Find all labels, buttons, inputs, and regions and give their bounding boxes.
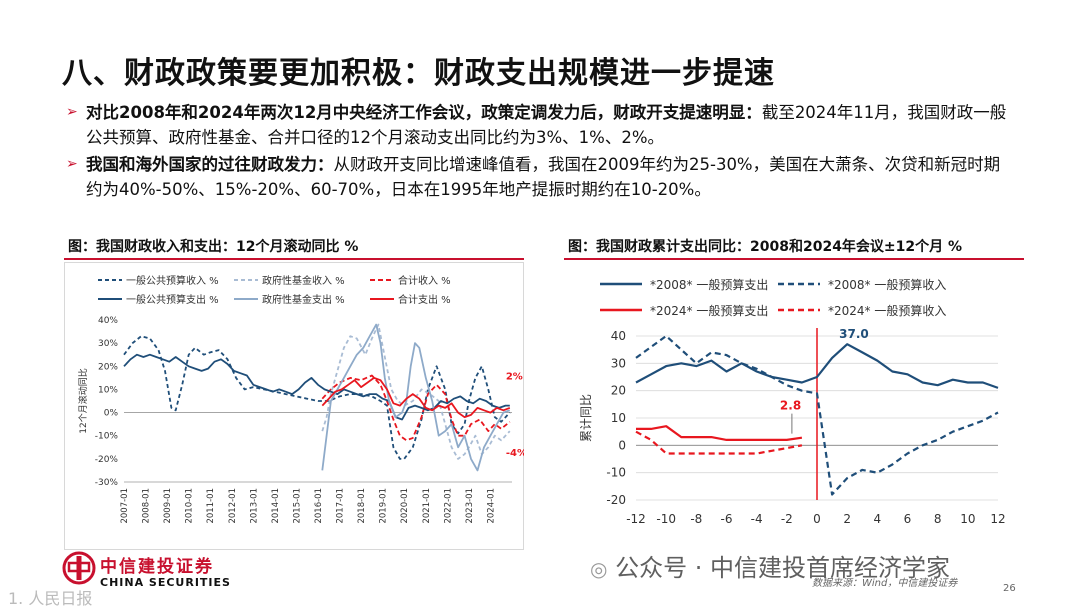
right-chart-title: 图：我国财政累计支出同比：2008和2024年会议±12个月 % xyxy=(568,239,963,255)
y-tick-label: 30 xyxy=(611,356,626,370)
legend-label: *2024* 一般预算支出 xyxy=(650,303,768,318)
x-tick-label: 2007-01 xyxy=(120,488,130,524)
x-tick-label: -6 xyxy=(721,512,733,526)
y-tick-label: -10% xyxy=(95,432,119,442)
y-tick-label: 40 xyxy=(611,329,626,343)
legend-label: 合计收入 % xyxy=(398,274,451,287)
x-tick-label: 2012-01 xyxy=(228,488,238,524)
x-tick-label: -12 xyxy=(626,512,646,526)
legend-label: *2008* 一般预算支出 xyxy=(650,277,768,292)
y-tick-label: 20 xyxy=(611,384,626,398)
bullet-item: ➢ 我国和海外国家的过往财政发力：从财政开支同比增速峰值看，我国在2009年约为… xyxy=(66,152,1016,202)
bullet-text: 从财政开支同比增速峰值看，我国在2009年约为25-30%，美国在大萧条、次贷和… xyxy=(86,155,1001,199)
series-line xyxy=(123,353,510,421)
left-caption-rule xyxy=(64,258,524,260)
y-tick-label: 20% xyxy=(98,362,118,372)
x-tick-label: 0 xyxy=(813,512,821,526)
x-tick-label: -4 xyxy=(751,512,763,526)
x-tick-label: 2020-01 xyxy=(400,488,410,524)
data-annotation: -4% xyxy=(506,448,524,459)
data-source: 数据来源：Wind，中信建投证券 xyxy=(812,578,958,589)
x-tick-label: 2010-01 xyxy=(185,488,195,524)
watermark-text: 公众号 · 中信建投首席经济学家 xyxy=(615,554,950,582)
series-line xyxy=(635,334,999,496)
slide-title: 八、财政政策要更加积极：财政支出规模进一步提速 xyxy=(62,56,775,91)
x-tick-label: 2021-01 xyxy=(422,488,432,524)
left-chart-title: 图：我国财政收入和支出：12个月滚动同比 % xyxy=(68,239,359,255)
y-tick-label: 10 xyxy=(611,411,626,425)
data-annotation: 2% xyxy=(506,372,523,383)
bullet-list: ➢ 对比2008年和2024年两次12月中央经济工作会议，政策定调发力后，财政开… xyxy=(66,100,1016,204)
x-tick-label: 4 xyxy=(874,512,882,526)
x-tick-label: 2014-01 xyxy=(271,488,281,524)
x-tick-label: 2013-01 xyxy=(249,488,259,524)
legend-label: *2024* 一般预算收入 xyxy=(828,303,946,318)
y-tick-label: 40% xyxy=(98,316,118,326)
right-chart: *2008* 一般预算支出 *2008* 一般预算收入 *2024* 一般预算支出 *… xyxy=(579,277,1006,526)
legend-label: 一般公共预算收入 % xyxy=(126,274,219,287)
series-line xyxy=(635,343,999,389)
arrow-bullet-icon: ➢ xyxy=(66,156,78,172)
x-tick-label: 12 xyxy=(990,512,1005,526)
china-securities-logo-icon xyxy=(62,551,96,585)
x-tick-label: -2 xyxy=(781,512,793,526)
x-tick-label: 2023-01 xyxy=(465,488,475,524)
bullet-text: 截至2024年11月，我国财政一般公共预算、政府性基金、合并口径的12个月滚动支… xyxy=(86,103,1007,147)
x-tick-label: 2 xyxy=(843,512,851,526)
x-tick-label: 2017-01 xyxy=(336,488,346,524)
x-tick-label: 2024-01 xyxy=(486,488,496,524)
chart-frame xyxy=(64,262,524,550)
x-tick-label: 2009-01 xyxy=(163,488,173,524)
series-line xyxy=(636,425,803,441)
y-tick-label: -20 xyxy=(606,493,626,507)
x-tick-label: -10 xyxy=(656,512,676,526)
corner-watermark: 1. 人民日报 xyxy=(8,589,93,608)
bullet-item: ➢ 对比2008年和2024年两次12月中央经济工作会议，政策定调发力后，财政开… xyxy=(66,100,1016,150)
series-line xyxy=(123,335,511,460)
x-tick-label: 2016-01 xyxy=(314,488,324,524)
logo-english-name: CHINA SECURITIES xyxy=(100,576,231,589)
y-tick-label: 10% xyxy=(98,385,118,395)
y-tick-label: 0 xyxy=(618,438,626,452)
x-tick-label: 2019-01 xyxy=(379,488,389,524)
y-axis-label: 12个月滚动同比 xyxy=(77,368,89,433)
latest-annotation: 2.8 xyxy=(780,399,801,413)
peak-annotation: 37.0 xyxy=(839,327,869,341)
wechat-icon: ◎ xyxy=(590,557,608,581)
series-line xyxy=(321,374,511,442)
x-tick-label: 2011-01 xyxy=(206,488,216,524)
arrow-bullet-icon: ➢ xyxy=(66,104,78,120)
x-tick-label: 2015-01 xyxy=(292,488,302,524)
y-axis-label: 累计同比 xyxy=(579,394,593,442)
y-tick-label: -10 xyxy=(606,466,626,480)
series-line xyxy=(321,323,511,472)
right-caption-rule xyxy=(564,258,1024,260)
x-tick-label: 2018-01 xyxy=(357,488,367,524)
x-tick-label: 8 xyxy=(934,512,942,526)
series-line xyxy=(635,430,803,455)
legend-label: 政府性基金收入 % xyxy=(262,274,345,287)
x-tick-label: 6 xyxy=(904,512,912,526)
x-tick-label: 2022-01 xyxy=(443,488,453,524)
x-tick-label: -8 xyxy=(690,512,702,526)
logo-chinese-name: 中信建投证券 xyxy=(100,557,214,577)
y-tick-label: 30% xyxy=(98,339,118,349)
wechat-watermark: ◎ 公众号 · 中信建投首席经济学家 xyxy=(590,548,950,583)
legend-label: 一般公共预算支出 % xyxy=(126,293,219,306)
series-line xyxy=(321,323,511,460)
page-number: 26 xyxy=(1003,583,1016,594)
legend-label: *2008* 一般预算收入 xyxy=(828,277,946,292)
y-tick-label: 0% xyxy=(104,409,119,419)
x-tick-label: 10 xyxy=(960,512,975,526)
y-tick-label: -20% xyxy=(95,455,119,465)
legend-label: 合计支出 % xyxy=(398,293,451,306)
bullet-bold-text: 我国和海外国家的过往财政发力： xyxy=(86,155,334,174)
left-chart: 一般公共预算收入 % 政府性基金收入 % 合计收入 % 一般公共预算支出 % 政府性基金… xyxy=(64,262,524,550)
series-line xyxy=(321,377,511,419)
bullet-bold-text: 对比2008年和2024年两次12月中央经济工作会议，政策定调发力后，财政开支提… xyxy=(86,103,762,122)
x-tick-label: 2008-01 xyxy=(142,488,152,524)
legend-label: 政府性基金支出 % xyxy=(262,293,345,306)
y-tick-label: -30% xyxy=(95,478,119,488)
